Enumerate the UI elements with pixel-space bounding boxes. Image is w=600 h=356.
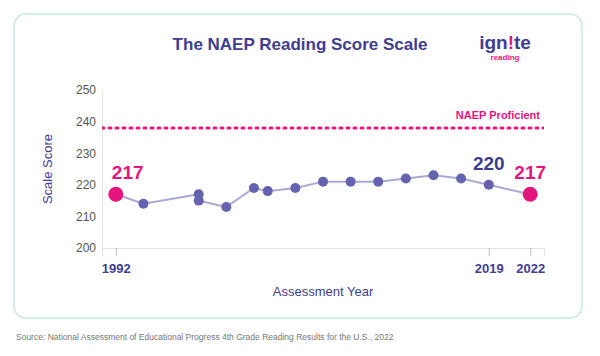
y-tick-label: 210 <box>76 210 96 224</box>
x-tick-label: 2019 <box>475 261 504 276</box>
logo-tagline: reading <box>491 53 520 62</box>
data-point <box>194 196 204 206</box>
reference-line <box>102 126 544 129</box>
x-tick-mark <box>489 248 490 256</box>
x-tick-mark <box>116 248 117 256</box>
data-point <box>346 177 356 187</box>
y-tick: 220 <box>76 178 102 192</box>
x-axis-line <box>103 249 545 257</box>
x-tick: 1992 <box>102 248 131 276</box>
chart-svg: The NAEP Reading Score Scale ign!tereadin… <box>0 0 600 356</box>
logo-part: ign <box>479 32 508 53</box>
data-point <box>484 180 494 190</box>
y-tick: 250 <box>76 83 102 97</box>
y-tick-label: 250 <box>76 83 96 97</box>
source: Source: National Assessment of Education… <box>16 332 394 342</box>
point-label: 217 <box>112 162 144 183</box>
x-tick-label: 1992 <box>102 261 131 276</box>
data-point <box>290 183 300 193</box>
annotation-labels: NAEP Proficient 217 220 217 <box>112 109 546 183</box>
reference-label: NAEP Proficient <box>456 109 540 121</box>
plot-marks <box>102 128 544 212</box>
x-tick-mark <box>530 248 531 256</box>
y-tick-label: 220 <box>76 178 96 192</box>
highlight-point <box>523 187 538 202</box>
data-point <box>401 173 411 183</box>
x-tick-label: 2022 <box>516 261 545 276</box>
y-tick-label: 200 <box>76 241 96 255</box>
y-axis-title: Scale Score <box>40 134 55 204</box>
highlight-point <box>108 187 123 202</box>
y-tick-label: 230 <box>76 147 96 161</box>
x-tick: 2019 <box>475 248 504 276</box>
data-point <box>456 173 466 183</box>
logo-name: ign!te <box>479 32 531 53</box>
data-point <box>318 177 328 187</box>
y-tick: 200 <box>76 241 102 255</box>
y-tick-label: 240 <box>76 115 96 129</box>
point-label: 220 <box>473 153 505 174</box>
data-point <box>373 177 383 187</box>
x-tick: 2022 <box>516 248 545 276</box>
y-tick: 240 <box>76 115 102 129</box>
y-tick: 230 <box>76 147 102 161</box>
logo-part: te <box>514 32 531 53</box>
x-axis-title: Assessment Year <box>273 284 374 299</box>
point-label: 217 <box>514 162 546 183</box>
x-axis: 1992 2019 2022 <box>102 248 545 276</box>
data-point <box>263 186 273 196</box>
card <box>14 14 582 318</box>
data-point <box>138 199 148 209</box>
y-axis-line <box>102 91 103 249</box>
data-point <box>249 183 259 193</box>
data-point <box>221 202 231 212</box>
data-line <box>116 175 530 207</box>
title: The NAEP Reading Score Scale <box>173 35 428 54</box>
y-tick: 210 <box>76 210 102 224</box>
y-axis: 200 210 220 230 240 250 <box>76 83 103 255</box>
data-point <box>429 170 439 180</box>
